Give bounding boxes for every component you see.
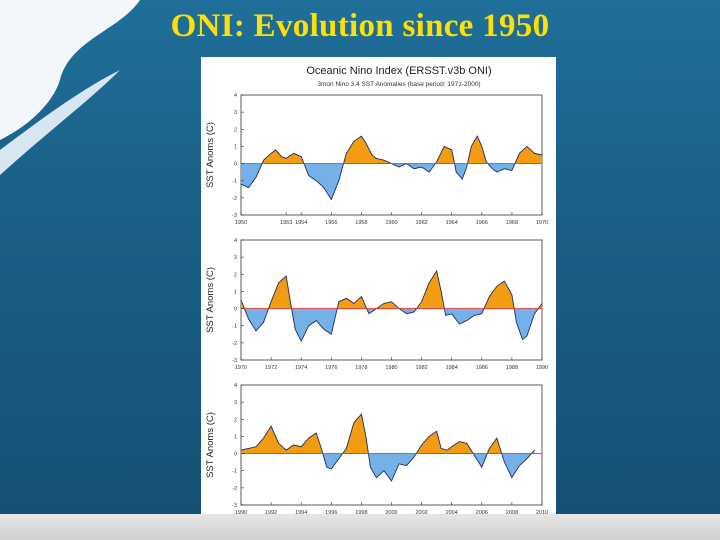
x-tick-label: 1970 (536, 220, 548, 226)
y-tick-label: 1 (234, 289, 237, 295)
y-tick-label: 0 (234, 307, 237, 313)
y-tick-label: 2 (234, 127, 237, 133)
y-tick-label: 1 (234, 144, 237, 150)
x-tick-label: 1990 (536, 365, 548, 371)
warm-anomaly-area (241, 136, 542, 164)
x-tick-label: 1982 (415, 365, 427, 371)
white-swoosh-accent (0, 70, 120, 175)
y-tick-label: -1 (232, 324, 237, 330)
y-axis-label: SST Anoms (C) (205, 267, 216, 333)
x-tick-label: 1964 (446, 220, 458, 226)
x-tick-label: 1976 (325, 365, 337, 371)
x-tick-label: 1984 (446, 365, 458, 371)
x-tick-label: 2006 (476, 510, 488, 516)
cold-anomaly-area (241, 163, 515, 200)
x-tick-label: 2008 (506, 510, 518, 516)
y-tick-label: -1 (232, 469, 237, 475)
x-tick-label: 1994 (295, 510, 307, 516)
x-tick-label: 1970 (235, 365, 247, 371)
x-tick-label: 2002 (415, 510, 427, 516)
y-axis-label: SST Anoms (C) (205, 412, 216, 478)
oni-chart: Oceanic Nino Index (ERSST.v3b ONI) 3mon … (205, 65, 548, 516)
y-tick-label: 1 (234, 434, 237, 440)
y-tick-label: -2 (232, 196, 237, 202)
y-tick-label: -3 (232, 213, 237, 219)
x-tick-label: 1992 (265, 510, 277, 516)
x-tick-label: 1960 (385, 220, 397, 226)
x-tick-label: 1978 (355, 365, 367, 371)
x-tick-label: 1968 (506, 220, 518, 226)
y-tick-label: 2 (234, 417, 237, 423)
y-tick-label: 3 (234, 400, 237, 406)
oni-chart-panel: Oceanic Nino Index (ERSST.v3b ONI) 3mon … (201, 57, 556, 520)
y-tick-label: -3 (232, 503, 237, 509)
x-tick-label: 2004 (446, 510, 458, 516)
warm-anomaly-area (241, 414, 535, 454)
oni-series-line (241, 413, 535, 482)
white-swoosh-decoration (0, 0, 140, 140)
chart-title: Oceanic Nino Index (ERSST.v3b ONI) (306, 65, 491, 77)
x-tick-label: 1954 (295, 220, 307, 226)
x-tick-label: 1986 (476, 365, 488, 371)
y-tick-label: -2 (232, 486, 237, 492)
y-tick-label: 0 (234, 162, 237, 168)
x-tick-label: 1956 (325, 220, 337, 226)
x-tick-label: 1996 (325, 510, 337, 516)
warm-anomaly-area (241, 270, 542, 309)
x-tick-label: 1962 (415, 220, 427, 226)
y-tick-label: -2 (232, 341, 237, 347)
y-tick-label: 0 (234, 452, 237, 458)
x-tick-label: 1953 (280, 220, 292, 226)
cold-anomaly-area (244, 308, 539, 342)
y-tick-label: 4 (234, 383, 237, 389)
y-tick-label: -1 (232, 179, 237, 185)
footer-bar (0, 514, 720, 540)
y-axis-label: SST Anoms (C) (205, 122, 216, 188)
x-tick-label: 1972 (265, 365, 277, 371)
x-tick-label: 1958 (355, 220, 367, 226)
x-tick-label: 1980 (385, 365, 397, 371)
y-tick-label: 4 (234, 238, 237, 244)
x-tick-label: 2010 (536, 510, 548, 516)
y-tick-label: 3 (234, 255, 237, 261)
oni-series-line (241, 135, 542, 201)
panel-frame (240, 94, 543, 216)
x-tick-label: 1950 (235, 220, 247, 226)
x-tick-label: 1990 (235, 510, 247, 516)
slide-title: ONI: Evolution since 1950 (170, 8, 550, 44)
x-tick-label: 1988 (506, 365, 518, 371)
y-tick-label: 2 (234, 272, 237, 278)
y-tick-label: -3 (232, 358, 237, 364)
y-tick-label: 3 (234, 110, 237, 116)
chart-subtitle: 3mon Nino 3.4 SST Anomalies (base period… (317, 81, 480, 88)
x-tick-label: 1966 (476, 220, 488, 226)
x-tick-label: 1974 (295, 365, 307, 371)
x-tick-label: 2000 (385, 510, 397, 516)
y-tick-label: 4 (234, 93, 237, 99)
x-tick-label: 1998 (355, 510, 367, 516)
